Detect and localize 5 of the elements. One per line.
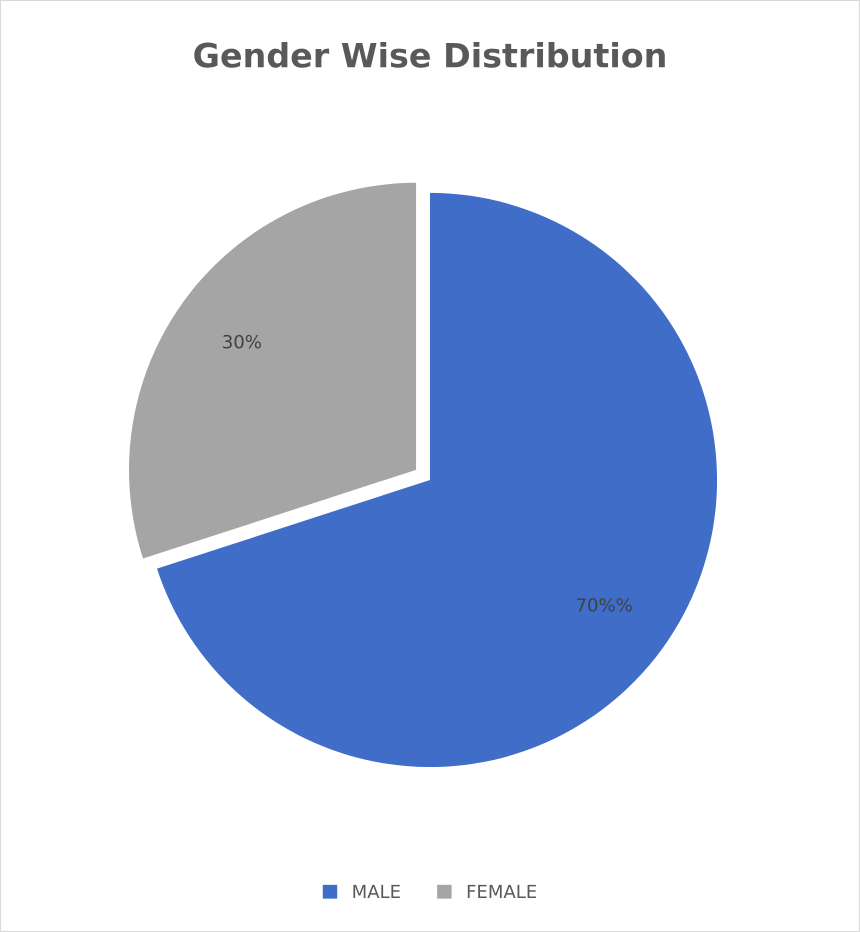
legend-label: MALE (353, 884, 400, 898)
legend-label: FEMALE (468, 884, 536, 898)
chart-title: Gender Wise Distribution (194, 42, 665, 68)
data-label: 30% (223, 334, 261, 349)
data-label: 70%% (577, 598, 632, 612)
